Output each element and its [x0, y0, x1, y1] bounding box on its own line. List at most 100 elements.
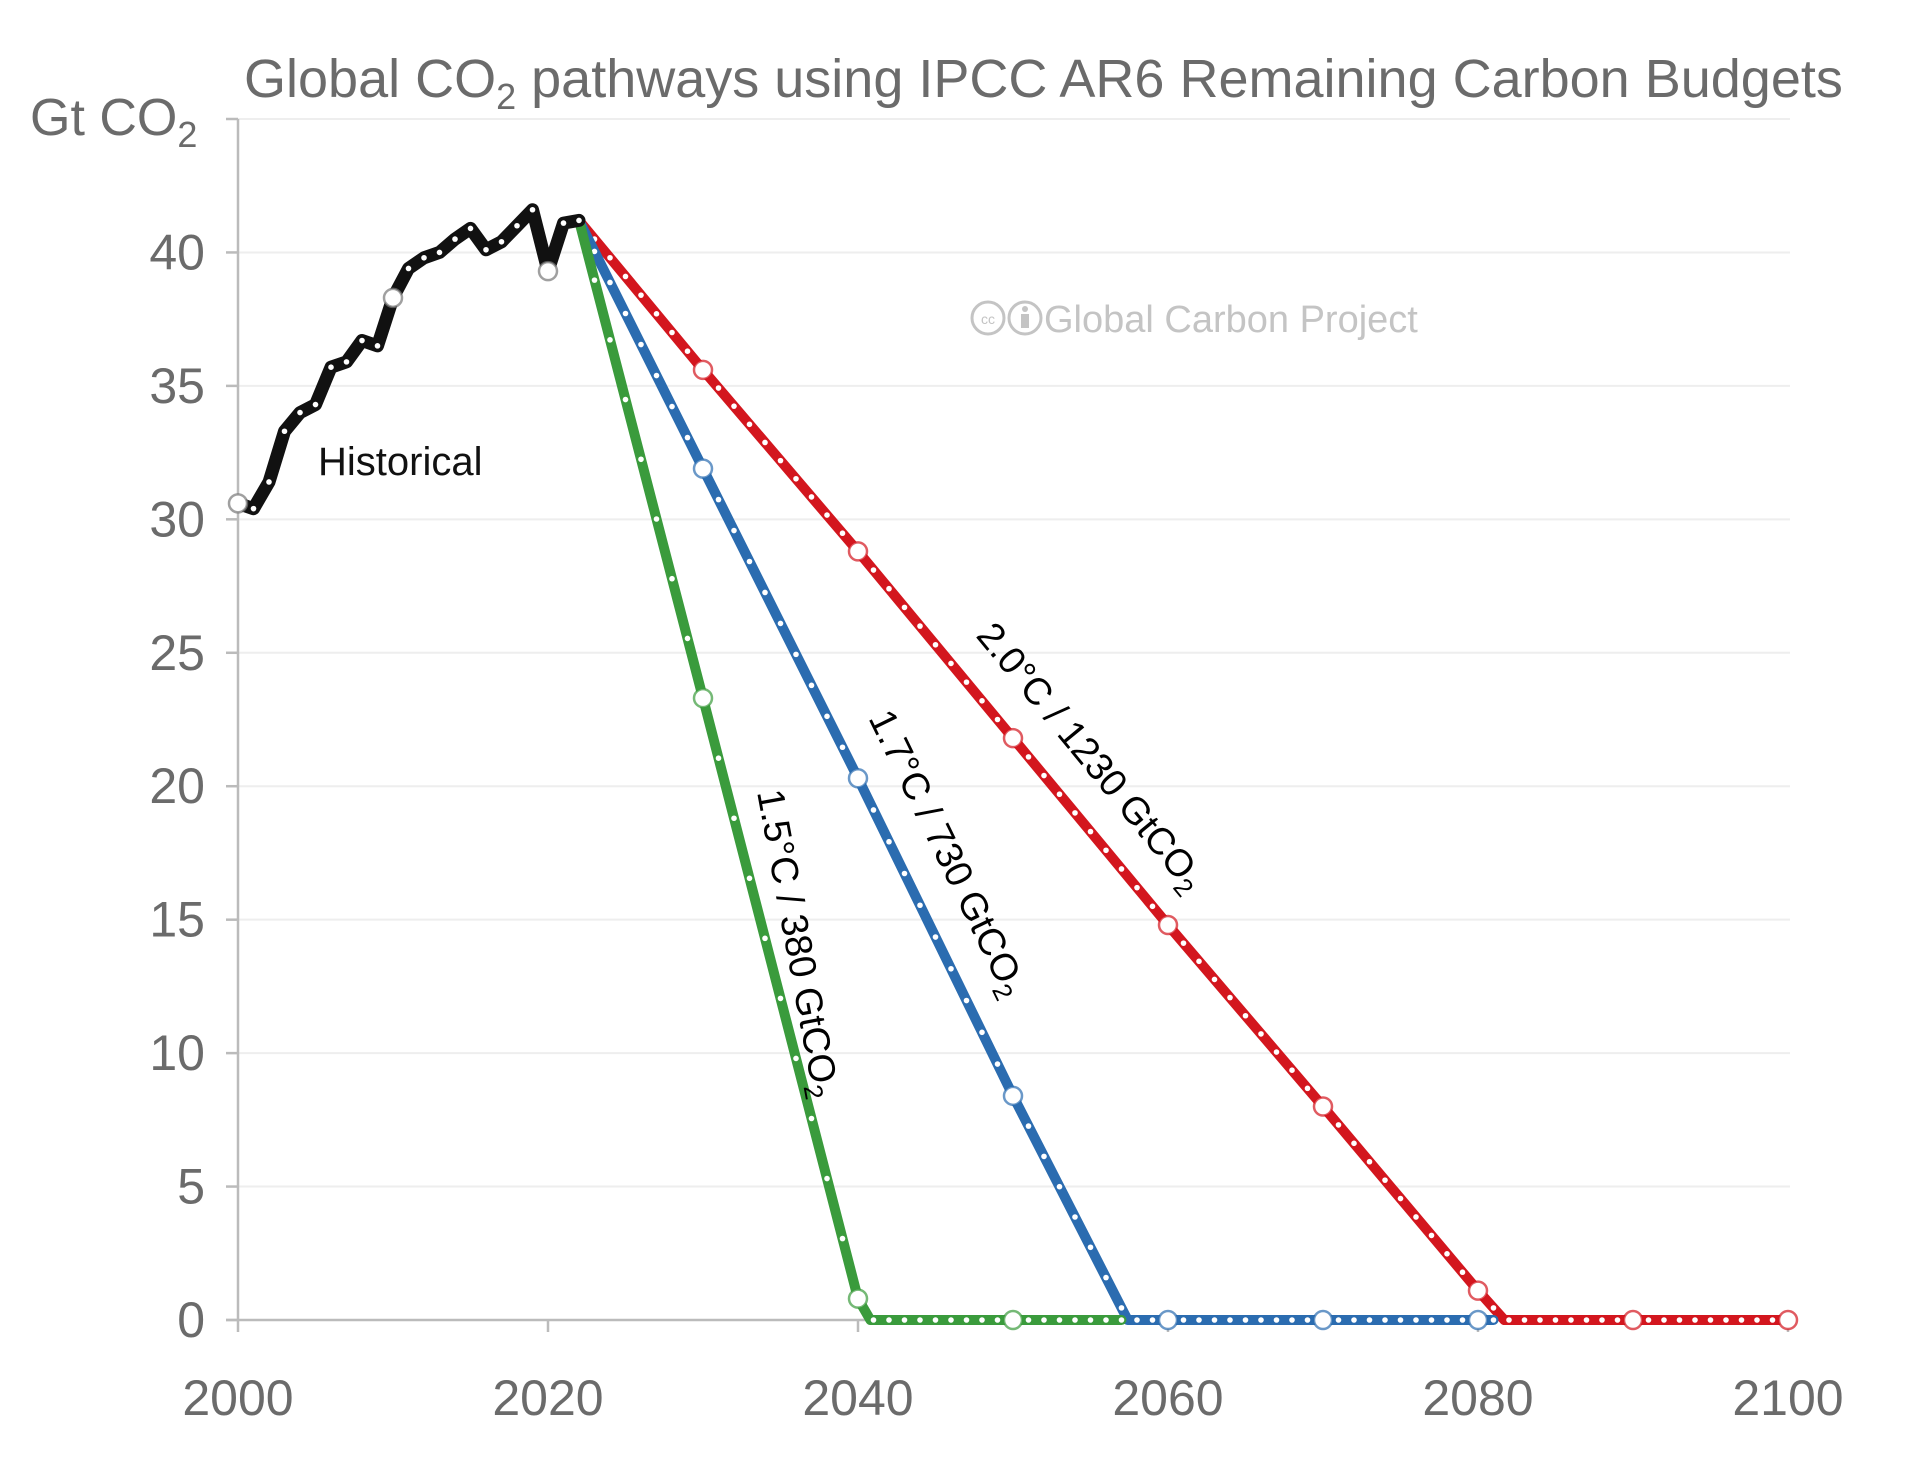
year-dot: [1149, 903, 1156, 910]
year-dot: [1134, 1317, 1140, 1323]
y-tick-label: 10: [149, 1025, 205, 1081]
year-dot: [560, 220, 567, 226]
year-dot: [994, 716, 1001, 723]
year-dot: [514, 222, 520, 229]
year-dot: [979, 1317, 985, 1323]
year-dot: [421, 254, 427, 261]
year-dot: [1118, 866, 1125, 872]
year-dot: [498, 238, 505, 245]
data-point-marker: [1157, 914, 1179, 936]
year-dot: [1444, 1317, 1450, 1323]
year-dot: [1692, 1317, 1698, 1323]
year-dot: [653, 311, 660, 317]
year-dot: [343, 359, 350, 365]
year-dot: [824, 512, 830, 518]
year-dot: [886, 1317, 892, 1323]
gridlines: [238, 118, 1790, 1188]
year-dot: [808, 1115, 815, 1122]
year-dot: [1196, 958, 1202, 965]
data-point-marker: [692, 458, 714, 479]
cc-license-icon: cc: [970, 300, 1006, 336]
year-dot: [979, 1029, 985, 1036]
year-dot: [669, 403, 675, 410]
year-dot: [1645, 1317, 1652, 1323]
year-dot: [824, 1175, 830, 1182]
year-dot: [359, 337, 365, 344]
year-dot: [1118, 1305, 1125, 1311]
year-dot: [1025, 754, 1032, 760]
data-point-marker: [382, 287, 404, 309]
year-dot: [1072, 810, 1078, 816]
year-dot: [1025, 1317, 1032, 1323]
data-point-marker: [1467, 1280, 1489, 1301]
year-dot: [1382, 1317, 1388, 1323]
data-point-marker: [1312, 1096, 1334, 1117]
year-dot: [808, 494, 815, 500]
year-dot: [591, 277, 598, 283]
year-dot: [948, 660, 954, 667]
series-label-historical: Historical: [318, 440, 482, 484]
y-tick-label: 35: [149, 358, 205, 414]
y-tick-label: 40: [149, 224, 205, 280]
y-ticks: 0 5 10 15 20 25 30 35 40: [149, 117, 238, 1348]
year-dot: [1583, 1317, 1590, 1323]
x-tick-label: 2000: [182, 1370, 293, 1426]
year-dot: [1273, 1317, 1280, 1323]
year-dot: [1134, 884, 1140, 891]
y-tick-label: 5: [177, 1159, 205, 1215]
data-point-marker: [1312, 1309, 1334, 1331]
year-dot: [1366, 1317, 1373, 1323]
year-dot: [1072, 1214, 1078, 1220]
year-dot: [1227, 1317, 1233, 1323]
year-dot: [917, 1317, 923, 1323]
data-point-marker: [1622, 1309, 1644, 1331]
year-dot: [1103, 1317, 1109, 1323]
year-dot: [467, 225, 474, 232]
data-point-marker: [847, 1288, 869, 1309]
year-dot: [870, 567, 877, 573]
data-point-marker: [1002, 727, 1024, 749]
year-dot: [312, 401, 319, 408]
year-dot: [1413, 1214, 1419, 1220]
y-tick-label: 20: [149, 758, 205, 814]
year-dot: [839, 530, 846, 537]
year-dot: [808, 682, 815, 689]
year-dot: [901, 870, 908, 877]
year-dot: [932, 641, 939, 648]
year-dot: [1041, 772, 1047, 779]
data-point-marker: [1157, 1309, 1179, 1331]
year-dot: [1351, 1317, 1357, 1323]
year-dot: [1087, 1317, 1094, 1323]
year-dot: [731, 815, 737, 822]
year-dot: [1723, 1317, 1729, 1323]
data-point-marker: [847, 767, 869, 789]
year-dot: [1506, 1317, 1512, 1323]
data-point-marker: [1777, 1309, 1799, 1331]
axes: [226, 119, 1788, 1322]
year-dot: [1041, 1317, 1047, 1323]
year-dot: [1289, 1067, 1295, 1073]
year-dot: [746, 875, 753, 882]
year-dot: [684, 635, 691, 642]
year-dot: [374, 343, 381, 349]
year-dot: [653, 372, 660, 379]
year-dot: [932, 934, 939, 940]
year-dot: [715, 755, 722, 761]
year-dot: [762, 439, 768, 446]
year-dot: [1428, 1317, 1435, 1323]
year-dot: [1335, 1122, 1342, 1128]
year-dot: [1490, 1317, 1497, 1323]
year-dot: [638, 341, 644, 348]
year-dot: [1103, 847, 1109, 854]
year-dot: [1118, 1317, 1125, 1323]
year-dot: [1599, 1317, 1605, 1323]
year-dot: [1180, 1317, 1187, 1323]
year-dot: [963, 679, 970, 685]
year-dot: [932, 1317, 939, 1323]
year-dot: [777, 995, 784, 1002]
year-dot: [436, 249, 443, 256]
year-dot: [1428, 1232, 1435, 1239]
year-dot: [777, 457, 784, 464]
year-dot: [1072, 1317, 1078, 1323]
year-dot: [1211, 976, 1218, 983]
